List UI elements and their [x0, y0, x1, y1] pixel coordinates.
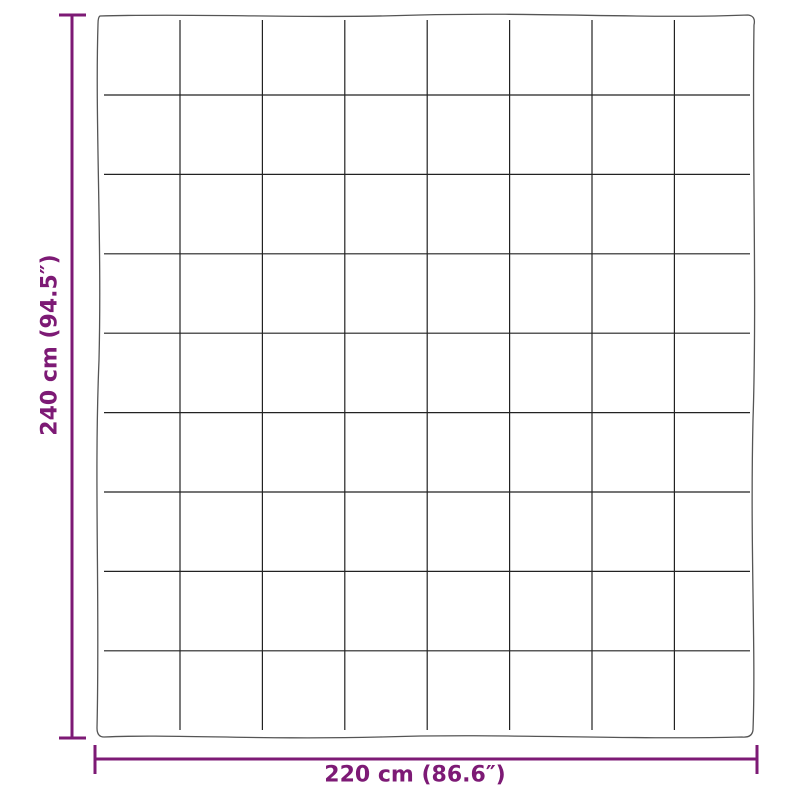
- height-dimension: [59, 13, 86, 740]
- width-dimension: [93, 745, 759, 774]
- width-label: 220 cm (86.6″): [324, 762, 506, 788]
- height-label: 240 cm (94.5″): [37, 254, 63, 436]
- blanket-outline: [96, 13, 756, 739]
